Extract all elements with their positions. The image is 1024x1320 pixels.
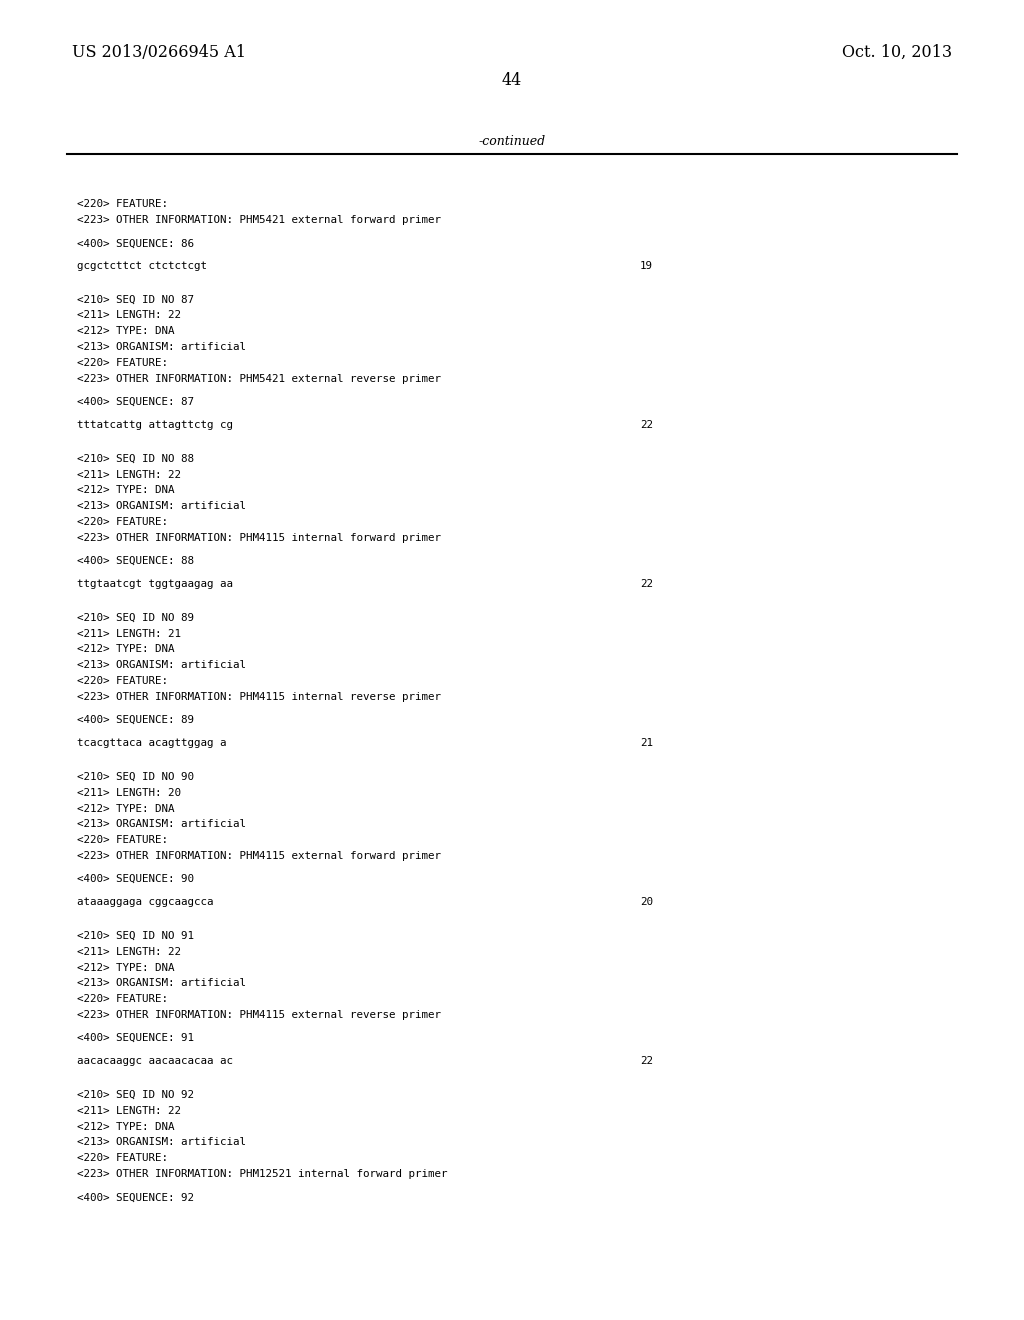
Text: <210> SEQ ID NO 91: <210> SEQ ID NO 91 (77, 931, 194, 941)
Text: ttgtaatcgt tggtgaagag aa: ttgtaatcgt tggtgaagag aa (77, 579, 232, 589)
Text: <211> LENGTH: 22: <211> LENGTH: 22 (77, 946, 181, 957)
Text: <212> TYPE: DNA: <212> TYPE: DNA (77, 962, 174, 973)
Text: 22: 22 (640, 579, 653, 589)
Text: <400> SEQUENCE: 90: <400> SEQUENCE: 90 (77, 874, 194, 884)
Text: <212> TYPE: DNA: <212> TYPE: DNA (77, 644, 174, 655)
Text: <223> OTHER INFORMATION: PHM5421 external reverse primer: <223> OTHER INFORMATION: PHM5421 externa… (77, 374, 440, 384)
Text: <210> SEQ ID NO 89: <210> SEQ ID NO 89 (77, 612, 194, 623)
Text: <223> OTHER INFORMATION: PHM4115 internal forward primer: <223> OTHER INFORMATION: PHM4115 interna… (77, 533, 440, 543)
Text: <400> SEQUENCE: 87: <400> SEQUENCE: 87 (77, 397, 194, 407)
Text: <213> ORGANISM: artificial: <213> ORGANISM: artificial (77, 1138, 246, 1147)
Text: 20: 20 (640, 898, 653, 907)
Text: -continued: -continued (478, 135, 546, 148)
Text: <211> LENGTH: 22: <211> LENGTH: 22 (77, 310, 181, 321)
Text: <212> TYPE: DNA: <212> TYPE: DNA (77, 1122, 174, 1131)
Text: <210> SEQ ID NO 92: <210> SEQ ID NO 92 (77, 1090, 194, 1100)
Text: <213> ORGANISM: artificial: <213> ORGANISM: artificial (77, 978, 246, 989)
Text: <220> FEATURE:: <220> FEATURE: (77, 199, 168, 209)
Text: <212> TYPE: DNA: <212> TYPE: DNA (77, 804, 174, 813)
Text: <400> SEQUENCE: 89: <400> SEQUENCE: 89 (77, 715, 194, 725)
Text: <400> SEQUENCE: 86: <400> SEQUENCE: 86 (77, 239, 194, 248)
Text: <213> ORGANISM: artificial: <213> ORGANISM: artificial (77, 660, 246, 671)
Text: <223> OTHER INFORMATION: PHM12521 internal forward primer: <223> OTHER INFORMATION: PHM12521 intern… (77, 1170, 447, 1179)
Text: <220> FEATURE:: <220> FEATURE: (77, 358, 168, 368)
Text: <223> OTHER INFORMATION: PHM4115 external reverse primer: <223> OTHER INFORMATION: PHM4115 externa… (77, 1010, 440, 1020)
Text: <400> SEQUENCE: 91: <400> SEQUENCE: 91 (77, 1034, 194, 1043)
Text: <211> LENGTH: 20: <211> LENGTH: 20 (77, 788, 181, 797)
Text: 44: 44 (502, 73, 522, 88)
Text: <211> LENGTH: 22: <211> LENGTH: 22 (77, 1106, 181, 1115)
Text: 22: 22 (640, 1056, 653, 1067)
Text: 22: 22 (640, 420, 653, 430)
Text: <212> TYPE: DNA: <212> TYPE: DNA (77, 486, 174, 495)
Text: <220> FEATURE:: <220> FEATURE: (77, 994, 168, 1005)
Text: <220> FEATURE:: <220> FEATURE: (77, 836, 168, 845)
Text: <210> SEQ ID NO 90: <210> SEQ ID NO 90 (77, 772, 194, 781)
Text: <211> LENGTH: 21: <211> LENGTH: 21 (77, 628, 181, 639)
Text: ataaaggaga cggcaagcca: ataaaggaga cggcaagcca (77, 898, 213, 907)
Text: tcacgttaca acagttggag a: tcacgttaca acagttggag a (77, 738, 226, 748)
Text: <400> SEQUENCE: 92: <400> SEQUENCE: 92 (77, 1192, 194, 1203)
Text: <210> SEQ ID NO 87: <210> SEQ ID NO 87 (77, 294, 194, 305)
Text: <213> ORGANISM: artificial: <213> ORGANISM: artificial (77, 342, 246, 352)
Text: <213> ORGANISM: artificial: <213> ORGANISM: artificial (77, 820, 246, 829)
Text: <212> TYPE: DNA: <212> TYPE: DNA (77, 326, 174, 337)
Text: <223> OTHER INFORMATION: PHM5421 external forward primer: <223> OTHER INFORMATION: PHM5421 externa… (77, 215, 440, 226)
Text: aacacaaggc aacaacacaa ac: aacacaaggc aacaacacaa ac (77, 1056, 232, 1067)
Text: <220> FEATURE:: <220> FEATURE: (77, 676, 168, 686)
Text: <213> ORGANISM: artificial: <213> ORGANISM: artificial (77, 502, 246, 511)
Text: <220> FEATURE:: <220> FEATURE: (77, 517, 168, 527)
Text: <210> SEQ ID NO 88: <210> SEQ ID NO 88 (77, 454, 194, 463)
Text: <223> OTHER INFORMATION: PHM4115 internal reverse primer: <223> OTHER INFORMATION: PHM4115 interna… (77, 692, 440, 702)
Text: <223> OTHER INFORMATION: PHM4115 external forward primer: <223> OTHER INFORMATION: PHM4115 externa… (77, 851, 440, 861)
Text: Oct. 10, 2013: Oct. 10, 2013 (842, 45, 952, 61)
Text: <220> FEATURE:: <220> FEATURE: (77, 1154, 168, 1163)
Text: <400> SEQUENCE: 88: <400> SEQUENCE: 88 (77, 556, 194, 566)
Text: tttatcattg attagttctg cg: tttatcattg attagttctg cg (77, 420, 232, 430)
Text: US 2013/0266945 A1: US 2013/0266945 A1 (72, 45, 246, 61)
Text: gcgctcttct ctctctcgt: gcgctcttct ctctctcgt (77, 261, 207, 271)
Text: 21: 21 (640, 738, 653, 748)
Text: <211> LENGTH: 22: <211> LENGTH: 22 (77, 470, 181, 479)
Text: 19: 19 (640, 261, 653, 271)
